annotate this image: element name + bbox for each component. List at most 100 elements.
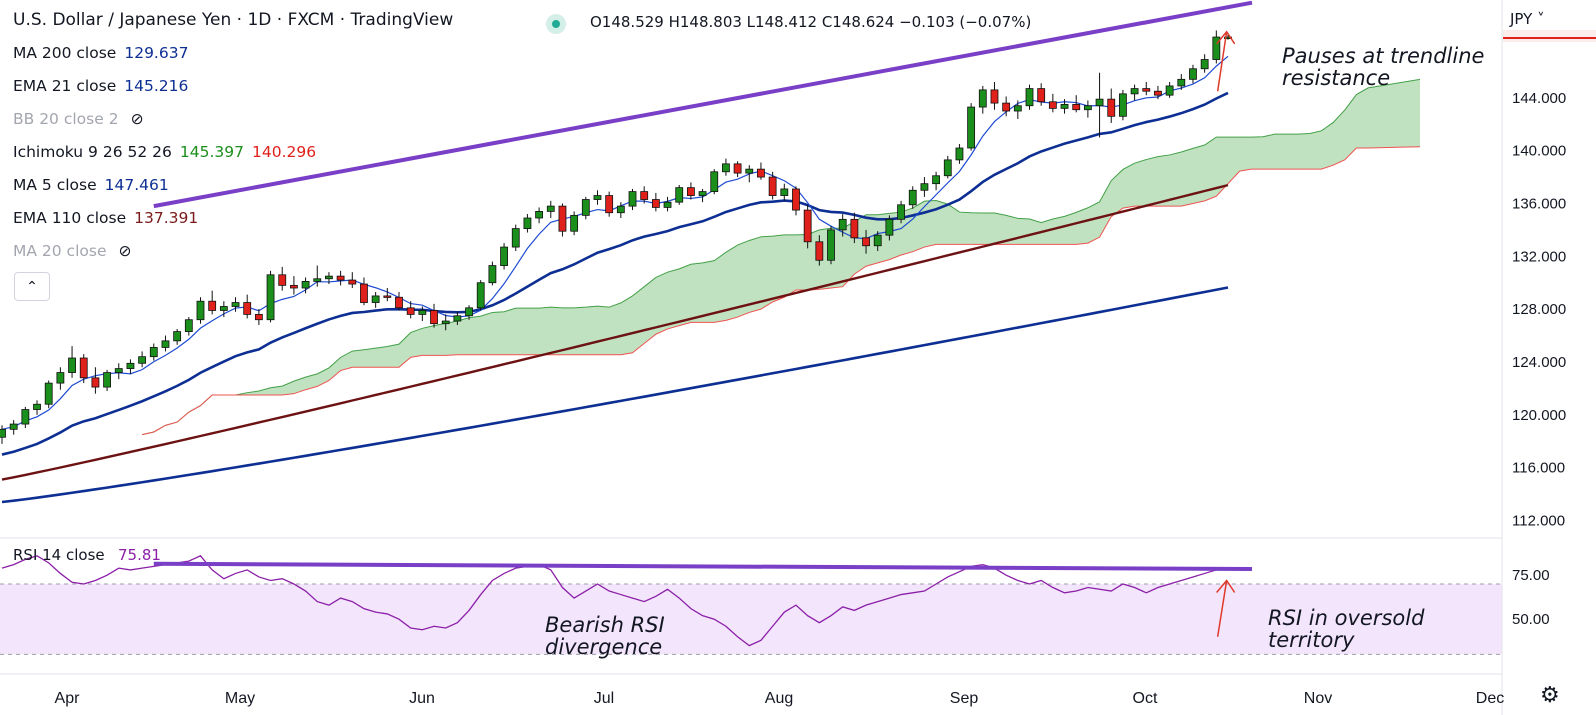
legend-row[interactable]: MA 5 close 147.461	[13, 176, 169, 194]
candle	[173, 328, 182, 345]
rsi-trendline	[153, 561, 1253, 572]
candle	[640, 186, 649, 204]
candle-body	[558, 205, 567, 232]
ichimoku-span-a	[142, 78, 1421, 436]
candle	[710, 169, 719, 195]
candle-body	[757, 168, 765, 178]
candle	[1165, 81, 1174, 98]
candle-body	[266, 274, 275, 321]
candle	[523, 214, 532, 233]
candle	[1200, 54, 1209, 73]
candle-body	[9, 423, 18, 430]
legend-row[interactable]: EMA 21 close 145.216	[13, 77, 188, 95]
y-tick-label: 132.000	[1512, 248, 1566, 265]
candle-body	[56, 372, 65, 384]
candle	[184, 317, 193, 336]
eye-off-icon[interactable]: ⊘	[118, 242, 132, 260]
candle-body	[360, 283, 368, 303]
legend-label: EMA 110 close	[13, 209, 127, 227]
currency-selector[interactable]: JPY ˅	[1510, 10, 1545, 28]
market-status-icon	[546, 14, 566, 34]
legend-row[interactable]: MA 200 close 129.637	[13, 44, 188, 62]
candle	[290, 276, 298, 295]
y-tick-label: 124.000	[1512, 354, 1566, 371]
candle-body	[0, 428, 6, 438]
legend-row[interactable]: MA 20 close ⊘	[13, 242, 131, 260]
candle	[243, 294, 252, 319]
candle	[1060, 99, 1069, 114]
candle	[1048, 93, 1057, 113]
annotation-arrowhead	[1216, 579, 1236, 593]
candle-body	[733, 163, 742, 174]
legend-value: 140.296	[251, 143, 317, 161]
candle	[266, 270, 275, 323]
candle	[1142, 81, 1151, 96]
candle-body	[1119, 93, 1127, 117]
candle-body	[1025, 88, 1034, 107]
candle	[1095, 72, 1104, 138]
candle	[219, 301, 228, 318]
symbol-title[interactable]: U.S. Dollar / Japanese Yen · 1D · FXCM ·…	[13, 10, 454, 30]
candle	[21, 406, 30, 429]
rsi-tick-label: 75.00	[1512, 567, 1550, 584]
candle	[873, 231, 882, 252]
legend-label: EMA 21 close	[13, 77, 117, 95]
candle-body	[161, 340, 170, 348]
ema21-line	[1, 91, 1229, 456]
legend-row[interactable]: EMA 110 close 137.391	[13, 209, 198, 227]
candle	[827, 225, 835, 265]
candle	[325, 272, 333, 285]
rsi-band	[0, 584, 1502, 655]
candle	[581, 196, 590, 220]
candle	[593, 190, 602, 205]
candle	[68, 346, 76, 378]
collapse-legend-button[interactable]: ⌃	[14, 272, 50, 301]
price-trendline	[153, 0, 1253, 209]
y-tick-label: 128.000	[1512, 301, 1566, 318]
candle-body	[441, 320, 450, 325]
candle-body	[336, 275, 345, 281]
candle-body	[792, 188, 800, 211]
candle-body	[313, 278, 322, 282]
ohlc-readout: O148.529 H148.803 L148.412 C148.624 −0.1…	[590, 13, 1032, 31]
legend-row[interactable]: Ichimoku 9 26 52 26 145.397 140.296	[13, 143, 316, 161]
candle-body	[430, 310, 438, 325]
candle-body	[581, 199, 590, 216]
ichimoku-cloud	[142, 78, 1421, 436]
candle-body	[371, 295, 380, 303]
gear-icon[interactable]: ⚙	[1540, 682, 1560, 707]
candle	[511, 224, 520, 252]
candle-body	[908, 189, 917, 206]
candle	[430, 303, 438, 328]
candle-body	[114, 368, 123, 373]
annotation-arrowhead	[1216, 30, 1236, 45]
candle-body	[44, 382, 53, 405]
candle	[558, 203, 567, 237]
candle-body	[278, 274, 287, 286]
candle	[815, 235, 824, 266]
candle	[885, 215, 894, 241]
x-tick-label: Aug	[765, 690, 793, 707]
rsi-legend-label: RSI 14 close	[13, 546, 105, 564]
candle-body	[1083, 105, 1092, 111]
candle	[722, 158, 730, 176]
candle	[126, 359, 135, 374]
legend-value: 145.216	[124, 77, 189, 95]
candle-body	[815, 241, 824, 261]
ichimoku-span-b	[142, 146, 1421, 436]
candle	[371, 291, 380, 308]
candle-body	[663, 201, 672, 208]
eye-off-icon[interactable]: ⊘	[130, 110, 144, 128]
candle-body	[126, 362, 135, 369]
chevron-down-icon: ˅	[1537, 10, 1545, 28]
candle-body	[1154, 90, 1162, 96]
candlesticks	[0, 30, 1232, 444]
legend-label: MA 5 close	[13, 176, 97, 194]
candle-body	[138, 356, 147, 364]
candle-body	[1142, 88, 1151, 92]
candle	[254, 309, 263, 325]
legend-row[interactable]: BB 20 close 2 ⊘	[13, 110, 144, 128]
candle-body	[465, 307, 473, 317]
